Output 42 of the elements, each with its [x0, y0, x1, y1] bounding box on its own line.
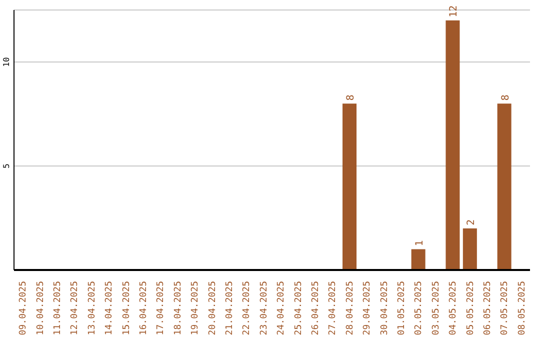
x-tick-label: 30.04.2025: [380, 281, 390, 336]
x-tick-label: 16.04.2025: [139, 281, 149, 336]
x-tick-label: 13.04.2025: [87, 281, 98, 336]
x-tick-label: 28.04.2025: [345, 281, 356, 336]
x-tick-label: 10.04.2025: [36, 281, 46, 336]
data-label: 8: [500, 94, 512, 101]
x-tick-label: 26.04.2025: [311, 281, 321, 336]
x-tick-label: 25.04.2025: [294, 281, 304, 336]
x-tick-label: 09.04.2025: [18, 281, 29, 336]
x-tick-label: 15.04.2025: [122, 281, 132, 336]
x-tick-label: 03.05.2025: [431, 281, 442, 336]
x-tick-label: 18.04.2025: [173, 281, 184, 336]
x-tick-label: 29.04.2025: [362, 281, 373, 336]
x-tick-label: 23.04.2025: [259, 281, 270, 336]
data-label: 12: [448, 5, 460, 18]
x-tick-label: 04.05.2025: [448, 281, 459, 336]
x-tick-label: 02.05.2025: [414, 281, 424, 336]
bar: [446, 20, 460, 270]
x-tick-label: 21.04.2025: [225, 281, 235, 336]
x-tick-label: 12.04.2025: [70, 281, 80, 336]
y-tick-label: 5: [2, 163, 11, 168]
x-tick-label: 17.04.2025: [156, 281, 166, 336]
bar: [411, 249, 426, 270]
x-tick-label: 19.04.2025: [190, 281, 201, 336]
x-tick-label: 20.04.2025: [208, 281, 218, 336]
x-tick-label: 08.05.2025: [517, 281, 528, 336]
x-tick-label: 01.05.2025: [397, 281, 407, 336]
x-tick-label: 05.05.2025: [466, 281, 476, 336]
data-label: 8: [346, 94, 357, 101]
x-tick-label: 06.05.2025: [483, 281, 493, 336]
y-tick-label: 10: [2, 57, 11, 67]
data-label: 2: [466, 219, 477, 226]
x-tick-label: 22.04.2025: [242, 281, 252, 336]
bar: [342, 104, 357, 270]
x-tick-label: 07.05.2025: [500, 281, 510, 336]
bar: [497, 104, 512, 270]
x-tick-label: 27.04.2025: [328, 281, 338, 336]
data-label: 1: [414, 240, 426, 246]
x-tick-label: 24.04.2025: [276, 281, 287, 336]
bar: [462, 228, 477, 270]
x-tick-label: 11.04.2025: [53, 281, 63, 336]
x-tick-label: 14.04.2025: [104, 281, 115, 336]
